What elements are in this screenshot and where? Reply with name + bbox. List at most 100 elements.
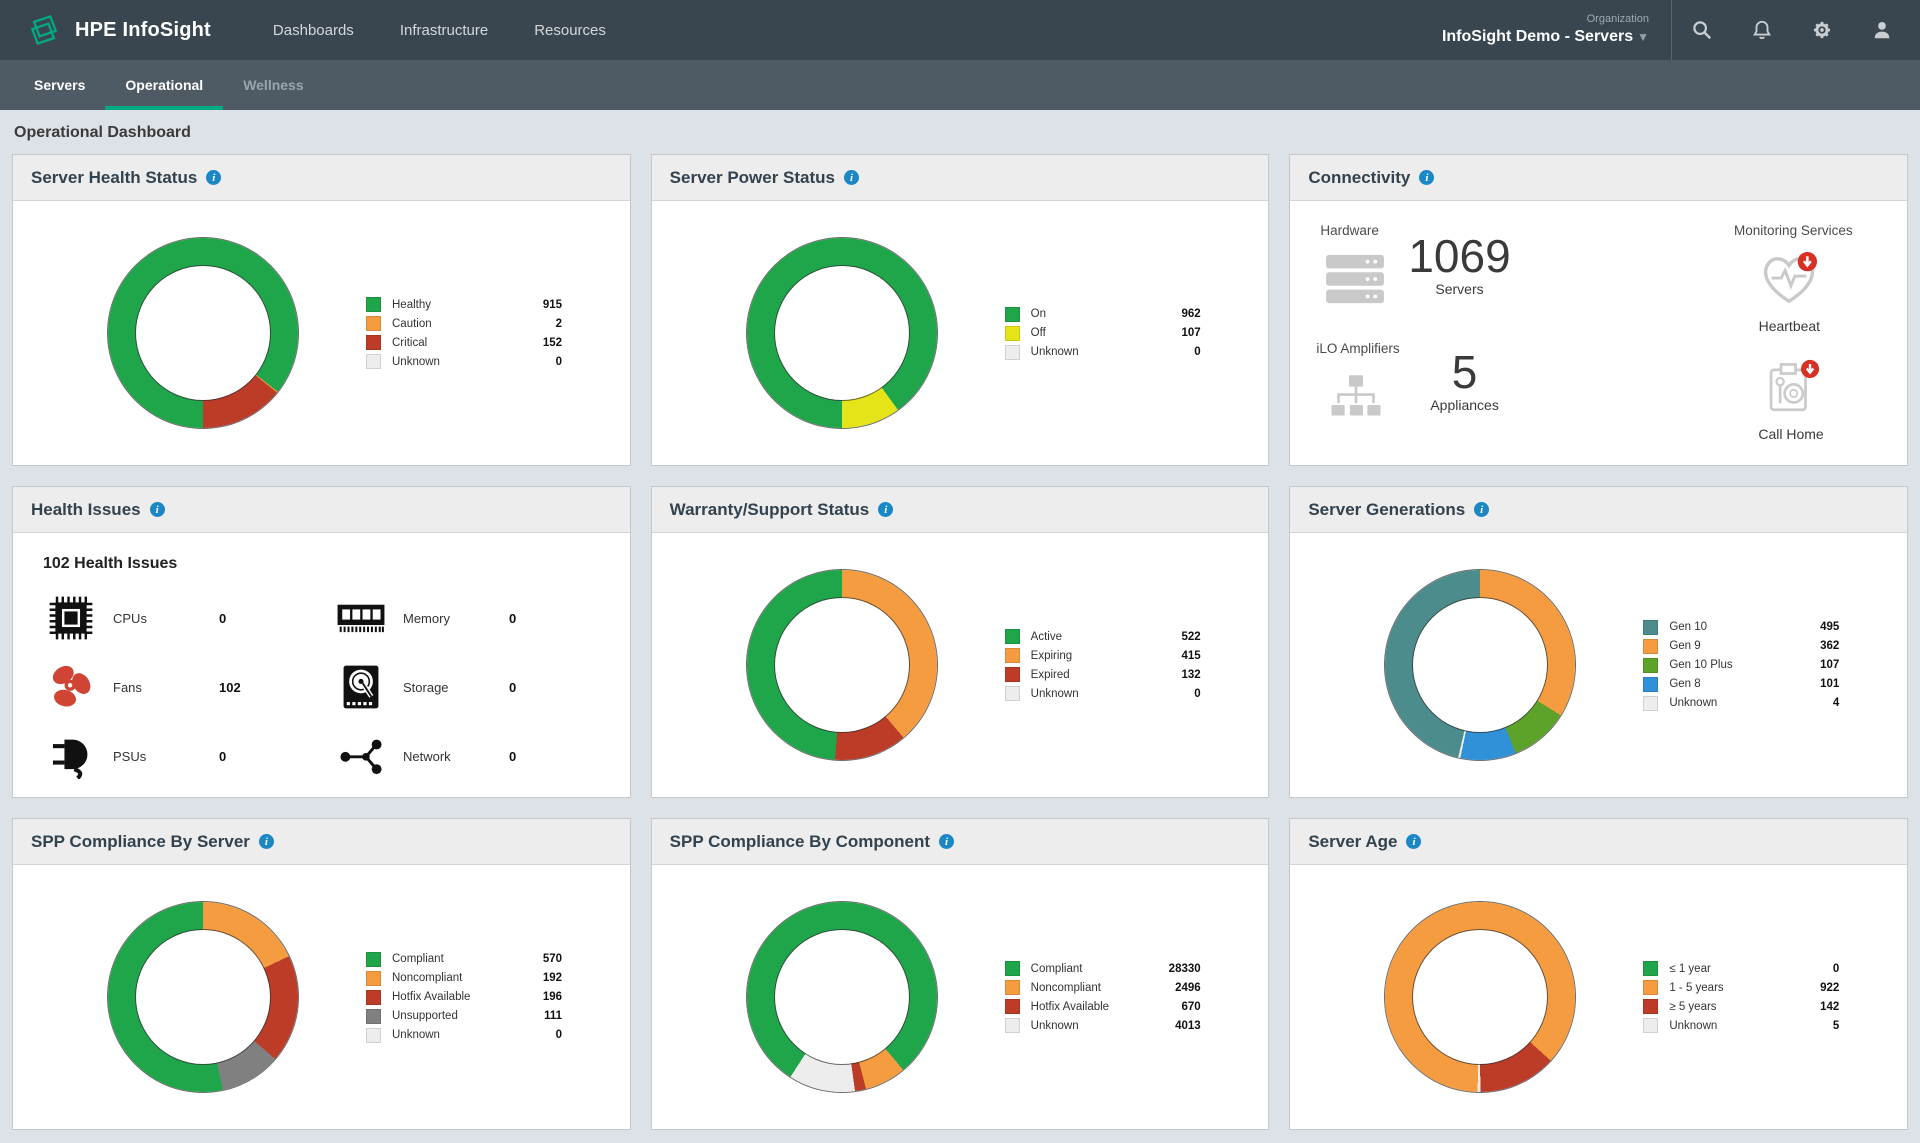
info-icon[interactable]: i — [1474, 502, 1490, 517]
legend-item-5-years[interactable]: ≥ 5 years 142 — [1643, 999, 1839, 1014]
legend-value: 522 — [1181, 630, 1201, 643]
issue-label: Storage — [403, 679, 449, 695]
nav-menu-dashboards[interactable]: Dashboards — [272, 21, 354, 39]
legend-swatch-icon — [1004, 306, 1020, 322]
legend-item-gen-10-plus[interactable]: Gen 10 Plus 107 — [1643, 657, 1839, 673]
issues-grid: CPUs 0 Memory 0 Fans 102 Storage 0 PSUs 0 Network 0 — [43, 595, 630, 779]
legend-swatch-icon — [1004, 325, 1020, 341]
legend-value: 101 — [1820, 678, 1840, 690]
issue-item-memory[interactable]: Memory 0 — [333, 595, 623, 641]
legend-value: 0 — [1194, 346, 1201, 358]
legend-label: Unknown — [392, 1029, 440, 1041]
legend-item-unknown[interactable]: Unknown 0 — [1004, 686, 1201, 701]
info-icon[interactable]: i — [878, 502, 894, 517]
main-menu: Dashboards Infrastructure Resources — [273, 22, 606, 39]
info-icon[interactable]: i — [1406, 834, 1422, 849]
organization-switcher[interactable]: Organization InfoSight Demo - Servers ▼ — [1442, 13, 1649, 47]
legend-item-gen-10[interactable]: Gen 10 495 — [1643, 619, 1840, 635]
issue-item-cpus[interactable]: CPUs 0 — [43, 595, 333, 641]
nav-menu-resources[interactable]: Resources — [534, 21, 606, 39]
storage-icon — [333, 664, 389, 710]
legend-value: 362 — [1820, 640, 1840, 652]
health-issues-count: 102 Health Issues — [43, 555, 178, 572]
info-icon[interactable]: i — [844, 170, 860, 185]
legend-item-active[interactable]: Active 522 — [1004, 629, 1201, 644]
legend: Gen 10 495 Gen 9 362 Gen 10 Plus 107 Gen 8 101 U… — [1643, 616, 1839, 715]
service-heartbeat[interactable]: Heartbeat — [1758, 251, 1820, 334]
legend-value: 28330 — [1168, 962, 1201, 975]
legend-item-1-year[interactable]: ≤ 1 year 0 — [1643, 961, 1839, 976]
info-icon[interactable]: i — [206, 170, 222, 185]
issue-item-storage[interactable]: Storage 0 — [333, 663, 623, 711]
legend-value: 132 — [1181, 668, 1201, 681]
legend-swatch-icon — [1643, 980, 1659, 995]
legend-label: Caution — [392, 317, 432, 330]
user-icon[interactable] — [1852, 0, 1912, 60]
legend-swatch-icon — [366, 354, 381, 369]
legend-item-on[interactable]: On 962 — [1004, 306, 1201, 322]
legend-item-unknown[interactable]: Unknown 4 — [1643, 695, 1839, 711]
legend-item-gen-9[interactable]: Gen 9 362 — [1643, 638, 1840, 654]
gear-icon[interactable] — [1792, 0, 1852, 60]
card-body: Active 522 Expiring 415 Expired 132 Unknown 0 — [652, 533, 1269, 797]
legend-swatch-icon — [366, 989, 381, 1005]
donut-chart-spp-compliance-by-server — [108, 902, 298, 1092]
legend-item-off[interactable]: Off 107 — [1004, 325, 1201, 341]
legend-label: Unknown — [1669, 697, 1718, 709]
legend-item-gen-8[interactable]: Gen 8 101 — [1643, 676, 1840, 692]
legend-item-unknown[interactable]: Unknown 0 — [366, 354, 562, 369]
hardware-count-group[interactable]: 1069 Servers — [1408, 233, 1510, 297]
donut-hole — [136, 266, 270, 400]
legend-label: Gen 8 — [1669, 678, 1701, 690]
card-header: Server Health Status i — [13, 155, 630, 201]
legend-item-unknown[interactable]: Unknown 0 — [366, 1027, 562, 1043]
legend-label: Critical — [392, 336, 428, 349]
legend-item-hotfix-available[interactable]: Hotfix Available 670 — [1004, 999, 1201, 1014]
issue-item-fans[interactable]: Fans 102 — [43, 663, 333, 711]
nav-menu-infrastructure[interactable]: Infrastructure — [399, 21, 489, 39]
info-icon[interactable]: i — [149, 502, 165, 517]
legend-item-caution[interactable]: Caution 2 — [366, 316, 562, 331]
legend-label: Hotfix Available — [1030, 1000, 1110, 1013]
donut-hole — [1413, 930, 1548, 1064]
legend-item-unsupported[interactable]: Unsupported 111 — [366, 1008, 562, 1024]
memory-icon — [333, 601, 389, 635]
legend-item-noncompliant[interactable]: Noncompliant 192 — [366, 970, 562, 986]
legend-item-expiring[interactable]: Expiring 415 — [1004, 648, 1201, 663]
issue-item-psus[interactable]: PSUs 0 — [43, 733, 333, 779]
issue-item-network[interactable]: Network 0 — [333, 733, 623, 779]
legend-value: 495 — [1820, 621, 1840, 633]
cards-grid: Server Health Status i Healthy 915 Caution 2 C… — [12, 154, 1908, 1130]
info-icon[interactable]: i — [1419, 170, 1435, 185]
legend-label: Gen 9 — [1669, 640, 1701, 652]
card-header: SPP Compliance By Server i — [13, 819, 630, 865]
ilo-count-group[interactable]: 5 Appliances — [1430, 349, 1499, 413]
card-title: Connectivity — [1308, 167, 1411, 187]
issue-label: Fans — [113, 679, 142, 695]
card-title: Health Issues — [31, 499, 141, 519]
legend-item-hotfix-available[interactable]: Hotfix Available 196 — [366, 989, 562, 1005]
issue-value: 0 — [509, 679, 517, 695]
legend-item-unknown[interactable]: Unknown 5 — [1643, 1018, 1839, 1033]
legend-item-unknown[interactable]: Unknown 4013 — [1004, 1018, 1201, 1033]
search-icon[interactable] — [1672, 0, 1732, 60]
card-header: Health Issues i — [13, 487, 630, 533]
bell-icon[interactable] — [1732, 0, 1792, 60]
legend-item-noncompliant[interactable]: Noncompliant 2496 — [1004, 980, 1201, 995]
legend-item-expired[interactable]: Expired 132 — [1004, 667, 1201, 682]
tab-wellness[interactable]: Wellness — [243, 77, 304, 93]
tab-operational[interactable]: Operational — [105, 60, 223, 110]
service-call-home[interactable]: Call Home — [1758, 359, 1824, 442]
info-icon[interactable]: i — [939, 834, 955, 849]
legend-item-1-5-years[interactable]: 1 - 5 years 922 — [1643, 980, 1839, 995]
legend-item-compliant[interactable]: Compliant 570 — [366, 951, 562, 967]
legend-item-unknown[interactable]: Unknown 0 — [1004, 344, 1201, 360]
legend-item-critical[interactable]: Critical 152 — [366, 335, 562, 350]
card-body: Hardware 1069 Servers iLO Amplifiers 5 Applia… — [1290, 201, 1907, 465]
card-title: SPP Compliance By Component — [669, 831, 931, 851]
legend-item-healthy[interactable]: Healthy 915 — [366, 297, 562, 312]
info-icon[interactable]: i — [258, 834, 274, 849]
legend-label: Unknown — [392, 355, 440, 368]
legend-item-compliant[interactable]: Compliant 28330 — [1004, 961, 1201, 976]
tab-servers[interactable]: Servers — [34, 77, 86, 93]
